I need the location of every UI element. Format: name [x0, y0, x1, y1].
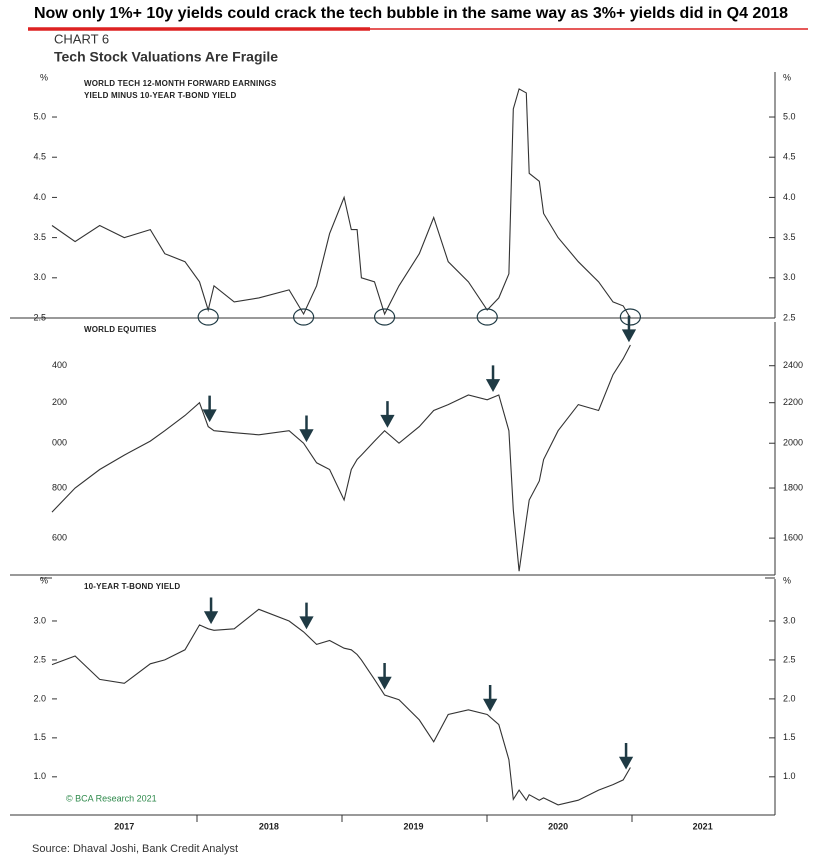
copyright: © BCA Research 2021 [66, 793, 157, 803]
y2-tick-label: 2000 [783, 438, 803, 448]
y-tick-label: 1.5 [33, 732, 46, 742]
arrow [203, 597, 219, 625]
y-tick-label: 3.0 [33, 615, 46, 625]
data-line [51, 608, 631, 806]
x-tick-label: 2021 [693, 821, 713, 831]
y2-tick-label: 2.5 [783, 654, 796, 664]
arrow [618, 742, 634, 770]
y2-tick-label: 4.5 [783, 152, 796, 162]
y2-tick-label: 3.0 [783, 272, 796, 282]
y2-tick-label: 1800 [783, 482, 803, 492]
y-tick-label: 4.5 [33, 152, 46, 162]
panel-label: WORLD EQUITIES [84, 325, 157, 334]
y-unit: % [40, 72, 48, 82]
y2-unit: % [783, 575, 791, 585]
arrow [621, 315, 637, 343]
y-tick-label: 200 [52, 397, 67, 407]
y2-unit: % [783, 72, 791, 82]
y2-tick-label: 5.0 [783, 111, 796, 121]
y-tick-label: 000 [52, 438, 67, 448]
y-unit: % [40, 575, 48, 585]
y-tick-label: 3.0 [33, 272, 46, 282]
arrow [380, 401, 395, 428]
data-line [51, 88, 631, 319]
y-tick-label: 800 [52, 482, 67, 492]
y2-tick-label: 3.0 [783, 615, 796, 625]
y2-tick-label: 2.5 [783, 312, 796, 322]
y-tick-label: 2.0 [33, 693, 46, 703]
arrow [377, 663, 392, 690]
y-tick-label: 600 [52, 532, 67, 542]
y2-tick-label: 2400 [783, 360, 803, 370]
arrow [202, 395, 217, 423]
x-tick-label: 2019 [403, 821, 423, 831]
y2-tick-label: 3.5 [783, 232, 796, 242]
y-tick-label: 3.5 [33, 232, 46, 242]
x-tick-label: 2018 [259, 821, 279, 831]
headline: Now only 1%+ 10y yields could crack the … [34, 5, 788, 22]
year-boundaries [196, 815, 633, 822]
y2-tick-label: 1.5 [783, 732, 796, 742]
y2-tick-label: 1600 [783, 532, 803, 542]
source: Source: Dhaval Joshi, Bank Credit Analys… [32, 843, 238, 855]
x-tick-label: 2020 [548, 821, 568, 831]
y-tick-label: 400 [52, 360, 67, 370]
chart-label: CHART 6 [54, 31, 109, 46]
y-tick-label: 5.0 [33, 111, 46, 121]
y-tick-label: 1.0 [33, 771, 46, 781]
y-tick-label: 2.5 [33, 654, 46, 664]
arrow [299, 602, 314, 630]
arrow [485, 365, 501, 392]
y-tick-label: 4.0 [33, 192, 46, 202]
panel-label: 10-YEAR T-BOND YIELD [84, 582, 180, 591]
panel-label: WORLD TECH 12-MONTH FORWARD EARNINGS [84, 79, 277, 88]
chart-title: Tech Stock Valuations Are Fragile [54, 49, 278, 65]
panel-label: YIELD MINUS 10-YEAR T-BOND YIELD [84, 91, 237, 100]
highlight-circle [373, 308, 396, 326]
data-line [51, 344, 631, 572]
arrow [483, 685, 498, 712]
arrow [299, 415, 314, 443]
y-tick-label: 2.5 [33, 312, 46, 322]
y2-tick-label: 2200 [783, 397, 803, 407]
highlight-circle [197, 308, 219, 326]
highlight-circle [293, 308, 315, 326]
x-tick-label: 2017 [114, 821, 134, 831]
highlight-circle [476, 308, 498, 326]
highlight-circle [619, 308, 642, 326]
y2-tick-label: 4.0 [783, 192, 796, 202]
y2-tick-label: 1.0 [783, 771, 796, 781]
y2-tick-label: 2.0 [783, 693, 796, 703]
